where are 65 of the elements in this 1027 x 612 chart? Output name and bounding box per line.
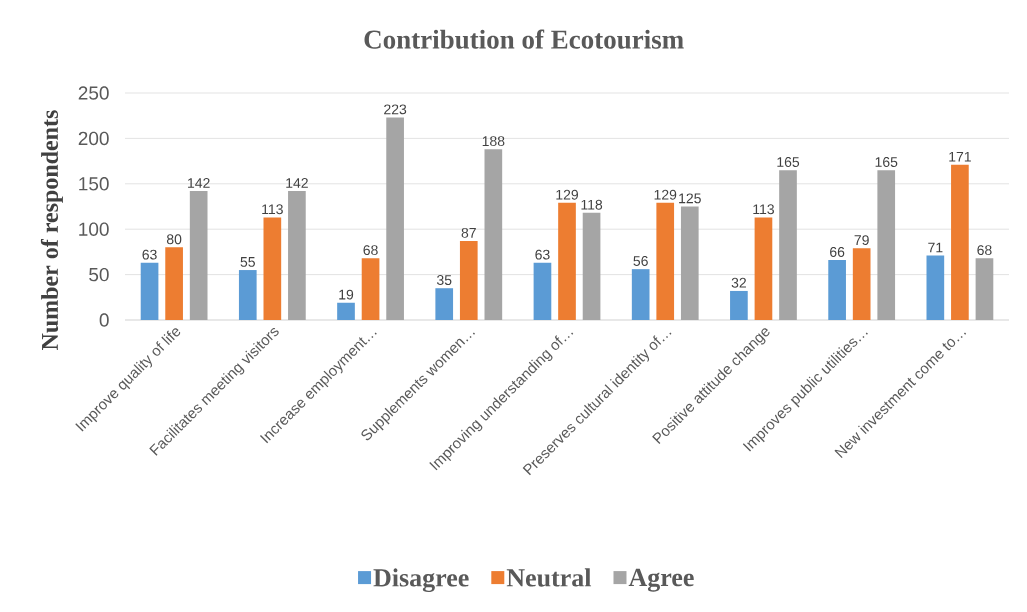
bar — [582, 212, 601, 320]
data-label: 129 — [556, 189, 579, 200]
data-label: 171 — [949, 151, 971, 162]
data-label: 35 — [436, 275, 452, 286]
bar — [926, 255, 945, 320]
bar — [951, 164, 969, 320]
data-label: 55 — [240, 257, 255, 267]
bar — [189, 191, 208, 320]
bar — [238, 270, 257, 320]
data-label: 142 — [188, 178, 210, 188]
bar — [140, 262, 159, 320]
bar — [779, 170, 797, 320]
bar — [386, 117, 404, 320]
bar — [263, 217, 282, 320]
bar — [337, 302, 355, 320]
data-label: 63 — [142, 249, 157, 260]
bar — [656, 202, 675, 320]
data-label: 142 — [286, 178, 308, 188]
y-axis-title: Number of respondents — [40, 110, 63, 351]
bar — [361, 258, 380, 320]
data-label: 19 — [339, 289, 354, 300]
legend-label: Disagree — [373, 568, 469, 593]
bar — [435, 288, 454, 320]
data-label: 63 — [535, 249, 550, 260]
bar — [975, 258, 994, 320]
bar — [533, 262, 552, 320]
data-label: 87 — [461, 227, 476, 238]
data-label: 68 — [977, 245, 992, 256]
data-label: 125 — [679, 193, 701, 204]
data-label: 79 — [854, 235, 869, 246]
y-tick-label: 200 — [78, 131, 109, 146]
chart-title: Contribution of Ecotourism — [364, 29, 684, 49]
data-label: 71 — [928, 242, 943, 253]
legend-label: Neutral — [506, 568, 592, 587]
y-tick-label: 0 — [99, 313, 109, 327]
bar — [165, 247, 183, 320]
legend-label: Agree — [628, 568, 694, 592]
bar — [288, 191, 306, 320]
data-label: 66 — [830, 246, 845, 257]
data-label: 80 — [166, 234, 182, 245]
data-label: 118 — [581, 199, 603, 210]
data-label: 68 — [363, 245, 378, 256]
bar — [680, 206, 699, 320]
y-tick-label: 150 — [79, 177, 109, 191]
data-label: 113 — [753, 204, 774, 215]
bar — [459, 241, 478, 320]
data-label: 188 — [482, 136, 505, 147]
data-label: 129 — [654, 189, 677, 200]
y-tick-label: 100 — [79, 222, 109, 236]
bar — [877, 170, 896, 320]
data-label: 223 — [384, 104, 407, 115]
bar — [484, 149, 503, 320]
bar — [852, 248, 871, 320]
data-label: 56 — [633, 256, 648, 266]
data-label: 113 — [262, 204, 283, 215]
data-label: 165 — [777, 157, 800, 167]
bar — [828, 260, 846, 320]
y-tick-label: 250 — [78, 86, 109, 100]
bar — [558, 202, 576, 320]
y-tick-label: 50 — [89, 267, 109, 282]
bar — [730, 290, 748, 320]
data-label: 32 — [731, 277, 746, 288]
data-label: 165 — [875, 157, 898, 167]
bar — [631, 269, 650, 320]
bar — [754, 217, 773, 320]
